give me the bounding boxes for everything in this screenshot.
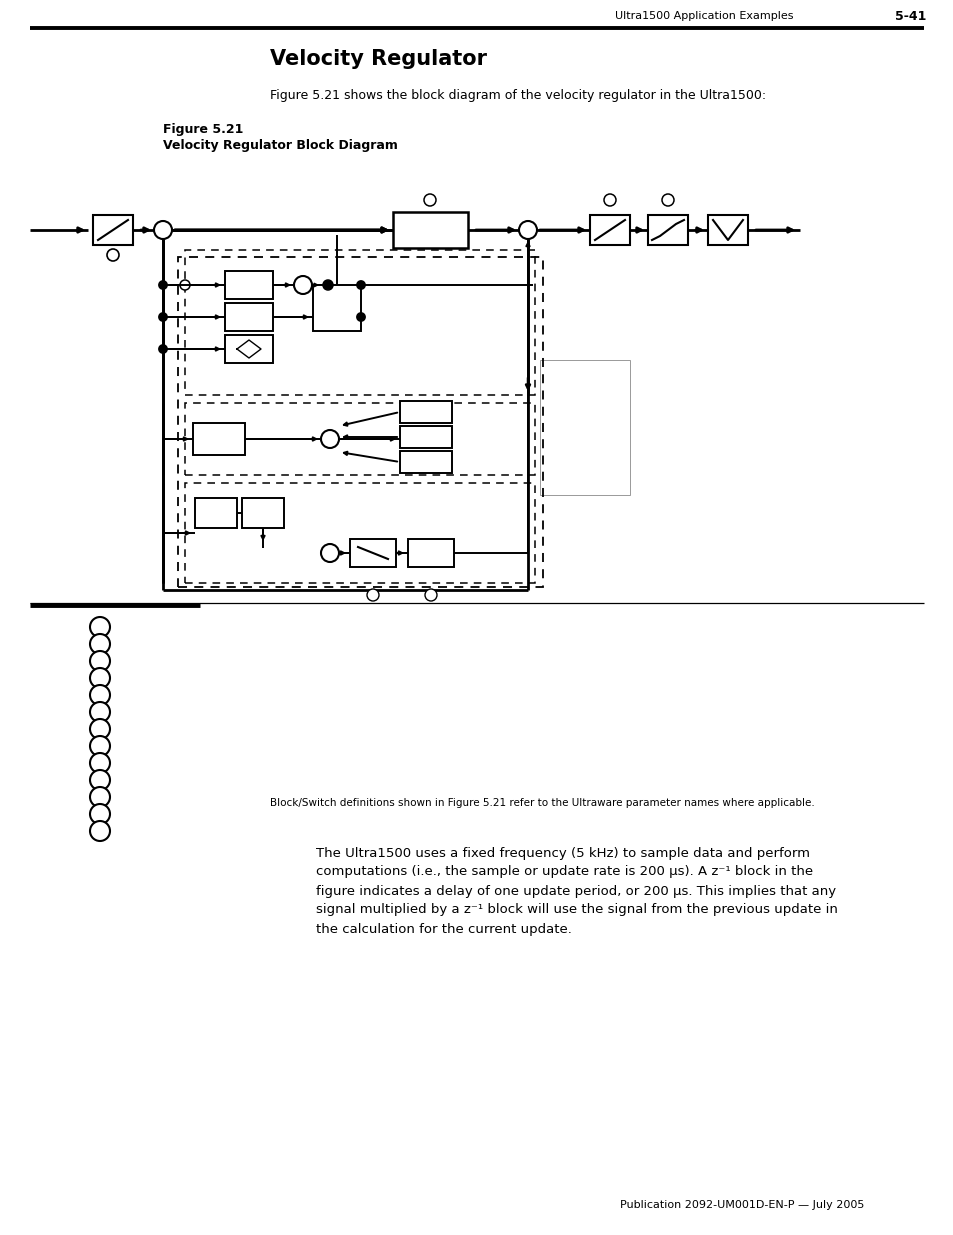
Bar <box>399 426 452 448</box>
Circle shape <box>90 736 110 756</box>
Bar <box>707 215 747 245</box>
Circle shape <box>90 701 110 722</box>
Bar <box>589 215 629 245</box>
Bar <box>393 212 468 248</box>
Circle shape <box>90 651 110 671</box>
Circle shape <box>661 194 673 206</box>
Bar <box>408 538 454 567</box>
Circle shape <box>323 280 333 290</box>
Text: computations (i.e., the sample or update rate is 200 μs). A z⁻¹ block in the: computations (i.e., the sample or update… <box>315 866 812 878</box>
Circle shape <box>367 589 378 601</box>
Text: Block/Switch definitions shown in Figure 5.21 refer to the Ultraware parameter n: Block/Switch definitions shown in Figure… <box>270 798 814 808</box>
Text: Velocity Regulator Block Diagram: Velocity Regulator Block Diagram <box>163 138 397 152</box>
Bar <box>225 270 273 299</box>
Circle shape <box>320 543 338 562</box>
Text: figure indicates a delay of one update period, or 200 μs. This implies that any: figure indicates a delay of one update p… <box>315 884 835 898</box>
Bar <box>399 451 452 473</box>
Circle shape <box>90 618 110 637</box>
Circle shape <box>90 685 110 705</box>
Bar <box>399 401 452 424</box>
Text: Publication 2092-UM001D-EN-P — July 2005: Publication 2092-UM001D-EN-P — July 2005 <box>619 1200 863 1210</box>
Circle shape <box>603 194 616 206</box>
Bar <box>350 538 395 567</box>
Circle shape <box>159 312 167 321</box>
Circle shape <box>90 804 110 824</box>
Circle shape <box>518 221 537 240</box>
Bar <box>185 249 535 395</box>
Bar <box>225 303 273 331</box>
Bar <box>225 335 273 363</box>
Circle shape <box>356 282 365 289</box>
Circle shape <box>90 787 110 806</box>
Text: signal multiplied by a z⁻¹ block will use the signal from the previous update in: signal multiplied by a z⁻¹ block will us… <box>315 904 837 916</box>
Circle shape <box>90 634 110 655</box>
Circle shape <box>180 280 190 290</box>
Circle shape <box>90 719 110 739</box>
Circle shape <box>159 282 167 289</box>
Text: The Ultra1500 uses a fixed frequency (5 kHz) to sample data and perform: The Ultra1500 uses a fixed frequency (5 … <box>315 846 809 860</box>
Circle shape <box>90 753 110 773</box>
Bar <box>178 257 542 587</box>
Bar <box>92 215 132 245</box>
Bar <box>185 483 535 583</box>
Text: Figure 5.21 shows the block diagram of the velocity regulator in the Ultra1500:: Figure 5.21 shows the block diagram of t… <box>270 89 765 101</box>
Bar <box>539 359 629 495</box>
Text: Ultra1500 Application Examples: Ultra1500 Application Examples <box>615 11 793 21</box>
Bar <box>185 403 535 475</box>
Circle shape <box>423 194 436 206</box>
Circle shape <box>107 249 119 261</box>
Text: the calculation for the current update.: the calculation for the current update. <box>315 923 571 935</box>
Text: Figure 5.21: Figure 5.21 <box>163 122 243 136</box>
Bar <box>313 285 360 331</box>
Circle shape <box>356 312 365 321</box>
Text: 5-41: 5-41 <box>894 10 925 22</box>
Bar <box>242 498 284 529</box>
Bar <box>193 424 245 454</box>
Circle shape <box>90 769 110 790</box>
Circle shape <box>424 589 436 601</box>
Circle shape <box>90 821 110 841</box>
Circle shape <box>159 345 167 353</box>
Circle shape <box>153 221 172 240</box>
Bar <box>647 215 687 245</box>
Bar <box>194 498 236 529</box>
Circle shape <box>320 430 338 448</box>
Circle shape <box>90 668 110 688</box>
Circle shape <box>324 282 332 289</box>
Circle shape <box>294 275 312 294</box>
Text: Velocity Regulator: Velocity Regulator <box>270 49 486 69</box>
